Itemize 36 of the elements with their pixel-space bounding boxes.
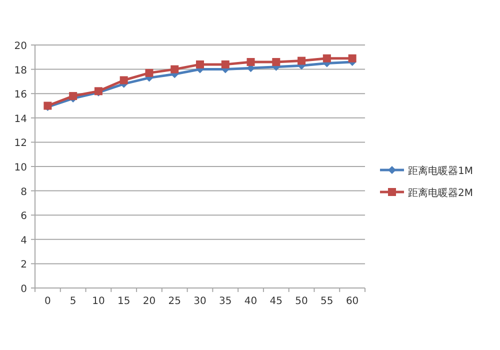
x-tick-label: 60 bbox=[346, 296, 359, 307]
point bbox=[246, 58, 255, 66]
x-tick-label: 30 bbox=[194, 296, 206, 307]
x-tick-label: 25 bbox=[168, 296, 181, 307]
y-tick-label: 12 bbox=[14, 138, 27, 150]
y-tick-label: 16 bbox=[14, 90, 27, 101]
y-tick-label: 20 bbox=[14, 41, 27, 52]
legend-label: 距离电暖器2M bbox=[408, 187, 473, 199]
x-tick-label: 55 bbox=[320, 296, 334, 307]
point bbox=[272, 58, 280, 66]
point bbox=[221, 60, 230, 68]
x-tick-label: 20 bbox=[142, 296, 156, 307]
x-tick-label: 5 bbox=[70, 296, 76, 307]
point bbox=[196, 60, 204, 68]
y-tick-label: 2 bbox=[20, 260, 27, 271]
y-tick-label: 0 bbox=[20, 284, 27, 295]
y-tick-label: 18 bbox=[14, 65, 27, 76]
y-tick-label: 6 bbox=[20, 211, 27, 222]
x-tick-label: 10 bbox=[92, 296, 105, 307]
y-tick-label: 14 bbox=[14, 114, 27, 125]
y-tick-label: 8 bbox=[20, 186, 27, 198]
point bbox=[145, 68, 154, 77]
x-tick-label: 0 bbox=[44, 296, 51, 307]
x-tick-label: 50 bbox=[295, 296, 308, 307]
point bbox=[298, 56, 306, 65]
point bbox=[348, 54, 356, 62]
y-tick-label: 4 bbox=[20, 235, 27, 246]
y-tick-label: 10 bbox=[14, 162, 27, 174]
point bbox=[322, 54, 331, 62]
x-tick-label: 35 bbox=[219, 296, 232, 307]
point bbox=[120, 76, 128, 84]
x-tick-label: 40 bbox=[244, 296, 258, 307]
x-tick-label: 15 bbox=[117, 296, 130, 307]
x-tick-label: 45 bbox=[270, 296, 283, 307]
point bbox=[170, 65, 179, 74]
legend-label: 距离电暖器1M bbox=[408, 165, 473, 177]
